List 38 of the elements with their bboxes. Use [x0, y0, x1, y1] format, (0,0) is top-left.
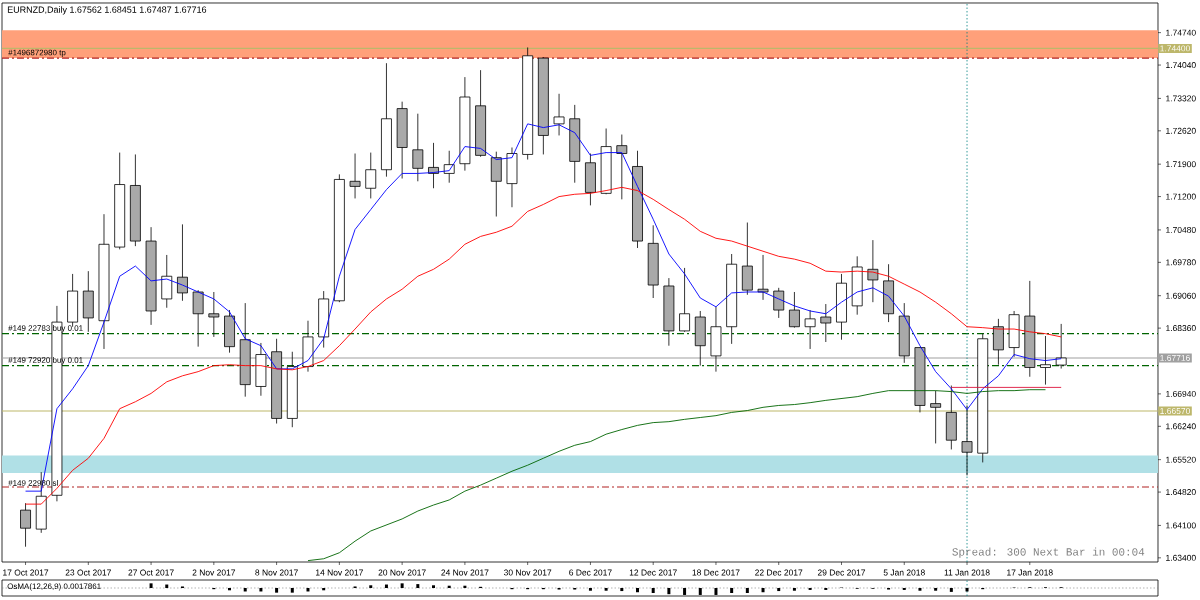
x-tick-label: 24 Nov 2017 [441, 569, 489, 576]
y-tick-label: 1.73320 [1166, 95, 1196, 102]
y-tick-label: 1.74740 [1166, 29, 1196, 36]
y-tick-label: 1.65520 [1166, 456, 1196, 463]
x-tick-label: 29 Dec 2017 [817, 569, 866, 576]
y-tick-label: 1.72620 [1166, 127, 1196, 134]
x-tick-label: 5 Jan 2018 [883, 569, 925, 576]
y-tick-label: 1.66940 [1166, 390, 1196, 397]
y-tick-label: 1.70480 [1166, 226, 1196, 233]
ref-line-label: 1.66570 [1160, 408, 1190, 415]
x-tick-label: 12 Dec 2017 [629, 569, 677, 576]
x-tick-label: 22 Dec 2017 [755, 569, 803, 576]
x-tick-label: 11 Jan 2018 [944, 569, 990, 576]
y-tick-label: 1.71200 [1166, 193, 1196, 200]
x-tick-label: 18 Dec 2017 [692, 569, 740, 576]
annotation: Spread: 300 Next Bar in 00:04 [952, 547, 1145, 558]
y-tick-label: 1.74040 [1166, 62, 1196, 69]
y-tick-label: 1.71900 [1166, 161, 1196, 168]
x-tick-label: 23 Oct 2017 [65, 569, 111, 576]
ref-line-label: 1.74400 [1160, 45, 1190, 52]
x-tick-label: 27 Oct 2017 [128, 569, 174, 576]
chart-title: EURNZD,Daily 1.67562 1.68451 1.67487 1.67716 [7, 6, 207, 15]
y-tick-label: 1.66240 [1166, 423, 1196, 430]
y-tick-label: 1.69780 [1166, 259, 1196, 266]
x-tick-label: 14 Nov 2017 [316, 569, 363, 576]
y-tick-label: 1.64820 [1166, 489, 1196, 496]
ref-line-label: 1.67716 [1160, 354, 1190, 361]
y-tick-label: 1.69060 [1166, 292, 1196, 299]
y-tick-label: 1.63400 [1166, 554, 1196, 561]
x-tick-label: 2 Nov 2017 [192, 569, 236, 576]
x-tick-label: 17 Jan 2018 [1007, 569, 1053, 576]
x-tick-label: 30 Nov 2017 [503, 569, 552, 576]
y-tick-label: 1.68360 [1166, 325, 1196, 332]
x-tick-label: 6 Dec 2017 [569, 569, 612, 576]
x-tick-label: 8 Nov 2017 [255, 569, 298, 576]
x-tick-label: 20 Nov 2017 [378, 569, 426, 576]
x-tick-label: 17 Oct 2017 [3, 569, 49, 576]
y-tick-label: 1.64100 [1166, 522, 1196, 529]
